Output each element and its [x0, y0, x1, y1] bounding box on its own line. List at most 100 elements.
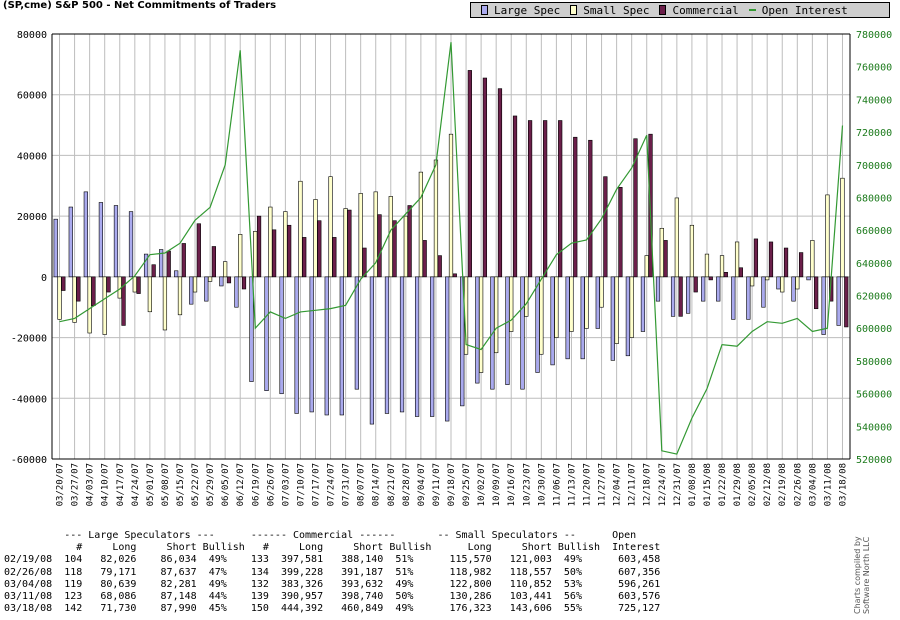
legend-label: Large Spec [494, 3, 561, 17]
bar-commercial [181, 243, 186, 278]
right-tick-label: 660000 [856, 226, 892, 237]
x-tick-label: 05/29/07 [206, 463, 216, 506]
bar-large-spec [384, 276, 390, 414]
table-group-header-row: --- Large Speculators --- ------ Commerc… [4, 530, 637, 541]
bar-commercial [527, 120, 533, 278]
bar-small-spec [403, 215, 408, 278]
left-tick-label: 80000 [17, 30, 47, 41]
bar-commercial [91, 276, 96, 306]
bar-commercial [618, 187, 623, 278]
bar-small-spec [57, 276, 62, 320]
bar-commercial [407, 205, 412, 278]
bar-small-spec [479, 276, 484, 373]
bar-small-spec [554, 276, 559, 338]
bar-large-spec [776, 276, 781, 290]
x-tick-label: 08/14/07 [372, 463, 382, 506]
x-tick-label: 05/01/07 [146, 463, 156, 506]
bar-large-spec [249, 276, 254, 382]
bar-large-spec [53, 218, 58, 278]
bar-small-spec [539, 276, 544, 355]
legend-label: Small Spec [583, 3, 650, 17]
x-tick-label: 06/05/07 [221, 463, 231, 506]
bar-small-spec [177, 276, 183, 316]
x-tick-label: 07/24/07 [327, 463, 337, 506]
legend-item-commercial: Commercial [659, 4, 739, 17]
bar-large-spec [174, 270, 179, 278]
bar-commercial [663, 240, 668, 278]
bar-large-spec [159, 249, 164, 278]
bar-small-spec [614, 276, 619, 344]
cot-table: --- Large Speculators --- ------ Commerc… [4, 530, 660, 615]
left-tick-label: 40000 [17, 151, 47, 162]
x-tick-label: 03/18/08 [838, 463, 848, 506]
bar-large-spec [294, 276, 299, 414]
right-tick-label: 780000 [856, 30, 892, 41]
x-tick-label: 08/28/07 [402, 463, 412, 506]
x-tick-label: 07/31/07 [342, 463, 352, 506]
x-tick-label: 11/13/07 [567, 463, 577, 506]
bar-large-spec [98, 202, 104, 278]
x-tick-label: 02/12/08 [763, 463, 773, 506]
chart-plot: 80000 60000 40000 20000 0 -20000 -40000 -60000 7… [11, 30, 892, 506]
bar-commercial [121, 276, 126, 326]
bar-commercial [332, 237, 337, 278]
right-tick-label: 640000 [856, 259, 892, 270]
left-tick-label: 20000 [17, 212, 47, 223]
bar-large-spec [580, 276, 585, 360]
right-tick-label: 600000 [856, 324, 892, 335]
bar-small-spec [132, 276, 137, 293]
bar-large-spec [610, 276, 615, 361]
bar-small-spec [644, 255, 649, 278]
bar-commercial [226, 276, 232, 284]
x-tick-label: 10/16/07 [507, 463, 517, 506]
x-tick-label: 12/04/07 [613, 463, 623, 506]
bar-large-spec [640, 276, 646, 332]
bar-large-spec [565, 276, 570, 360]
bar-small-spec [659, 227, 664, 278]
x-tick-label: 07/17/07 [311, 463, 321, 506]
bar-commercial [467, 70, 472, 278]
bar-commercial [241, 276, 247, 290]
legend-item-large-spec: Large Spec [481, 4, 560, 17]
bar-commercial [302, 237, 307, 278]
bar-commercial [317, 220, 322, 278]
bar-large-spec [113, 205, 119, 278]
bar-large-spec [143, 253, 149, 278]
x-tick-label: 12/24/07 [658, 463, 668, 506]
x-tick-label: 11/27/07 [598, 463, 608, 506]
bar-small-spec [313, 199, 318, 278]
bar-large-spec [128, 211, 134, 278]
bar-small-spec [825, 194, 830, 278]
bar-commercial [543, 120, 548, 278]
bar-small-spec [569, 276, 574, 332]
x-tick-label: 04/10/07 [101, 463, 111, 506]
bar-commercial [512, 115, 518, 278]
x-tick-label: 01/08/08 [688, 463, 698, 506]
open-interest-line-icon [748, 9, 756, 11]
legend-item-open-interest: Open Interest [748, 4, 848, 17]
bar-large-spec [445, 276, 450, 422]
x-tick-label: 03/11/08 [823, 463, 833, 506]
bar-small-spec [87, 276, 92, 334]
bar-large-spec [821, 276, 826, 335]
x-tick-label: 04/17/07 [116, 463, 126, 506]
bar-large-spec [219, 276, 224, 287]
x-tick-label: 11/20/07 [583, 463, 593, 506]
bar-small-spec [298, 180, 303, 278]
legend-item-small-spec: Small Spec [570, 4, 649, 17]
bar-commercial [166, 250, 171, 278]
right-tick-label: 520000 [856, 455, 892, 466]
bar-large-spec [414, 276, 420, 417]
right-tick-label: 740000 [856, 95, 892, 106]
chart-title: (SP,cme) S&P 500 - Net Commitments of Tr… [3, 0, 277, 11]
bar-commercial [196, 223, 201, 278]
bar-commercial [76, 276, 81, 302]
credit-line-1: Charts compiled by [853, 536, 862, 614]
right-tick-label: 560000 [856, 390, 892, 401]
x-tick-label: 06/26/07 [266, 463, 276, 506]
x-tick-label: 01/15/08 [703, 463, 713, 506]
bar-large-spec [189, 276, 194, 305]
right-tick-label: 580000 [856, 357, 892, 368]
x-tick-label: 06/12/07 [236, 463, 246, 506]
credit-line-2: Software North LLC [862, 536, 871, 614]
